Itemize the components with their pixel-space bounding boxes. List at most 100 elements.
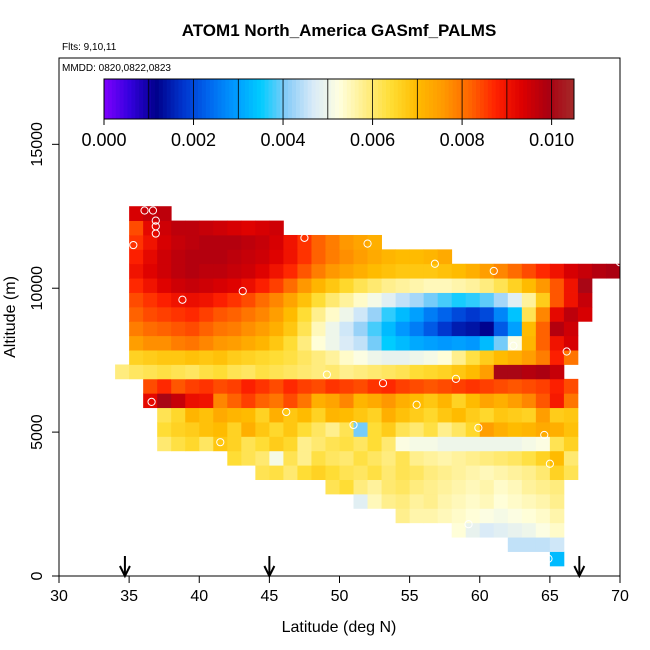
heatmap-cell bbox=[465, 436, 481, 452]
heatmap-cell bbox=[325, 378, 340, 394]
colorbar-swatch bbox=[401, 79, 407, 119]
heatmap-cell bbox=[199, 321, 214, 337]
colorbar-swatch bbox=[123, 79, 128, 119]
heatmap-cell bbox=[395, 278, 411, 293]
heatmap-cell bbox=[199, 378, 214, 394]
heatmap-cell bbox=[283, 364, 298, 380]
sample-point bbox=[489, 266, 498, 276]
sample-point bbox=[474, 423, 483, 432]
heatmap-cell bbox=[241, 249, 256, 265]
heatmap-cell bbox=[241, 234, 256, 250]
colorbar-swatch bbox=[425, 79, 430, 119]
heatmap-cell bbox=[297, 350, 312, 365]
x-tick-label: 55 bbox=[401, 588, 419, 605]
heatmap-cell bbox=[507, 350, 523, 365]
colorbar-swatch bbox=[147, 79, 152, 119]
heatmap-cell bbox=[493, 350, 509, 365]
heatmap-cell bbox=[535, 278, 551, 293]
heatmap-cell bbox=[283, 234, 298, 250]
heatmap-cell bbox=[451, 306, 467, 322]
heatmap-cell bbox=[437, 249, 453, 265]
heatmap-cell bbox=[157, 220, 172, 236]
heatmap-cell bbox=[381, 436, 396, 452]
heatmap-cell bbox=[507, 407, 523, 423]
heatmap-cell bbox=[269, 263, 284, 279]
heatmap-cell bbox=[507, 465, 523, 480]
colorbar-swatch bbox=[307, 79, 313, 119]
heatmap-cell bbox=[185, 436, 200, 452]
heatmap-cell bbox=[227, 436, 242, 452]
heatmap-cell bbox=[367, 350, 382, 365]
heatmap-cell bbox=[493, 378, 509, 394]
heatmap-cell bbox=[479, 350, 495, 365]
sample-point bbox=[147, 397, 156, 406]
heatmap-cell bbox=[227, 249, 242, 265]
colorbar-swatch bbox=[143, 79, 148, 119]
heatmap-cell bbox=[549, 278, 565, 293]
heatmap-cell bbox=[493, 292, 509, 308]
heatmap-cell bbox=[269, 306, 284, 322]
heatmap-cell bbox=[241, 378, 256, 394]
heatmap-cell bbox=[465, 292, 481, 308]
heatmap-cell bbox=[255, 249, 270, 265]
colorbar-swatch bbox=[154, 79, 160, 119]
colorbar-swatch bbox=[194, 79, 199, 119]
heatmap-cell bbox=[255, 220, 270, 236]
heatmap-cell bbox=[353, 422, 368, 437]
colorbar-swatch bbox=[358, 79, 363, 119]
colorbar-swatch bbox=[440, 79, 446, 119]
heatmap-cell bbox=[157, 350, 172, 365]
heatmap-cell bbox=[549, 436, 565, 452]
x-tick-label: 45 bbox=[260, 588, 278, 605]
colorbar-swatch bbox=[217, 79, 222, 119]
heatmap-cell bbox=[143, 378, 158, 394]
heatmap-cell bbox=[493, 465, 509, 480]
heatmap-cell bbox=[255, 292, 270, 308]
heatmap-cell bbox=[353, 378, 368, 394]
colorbar-swatch bbox=[546, 79, 551, 119]
colorbar-swatch bbox=[201, 79, 207, 119]
heatmap-cell bbox=[325, 234, 340, 250]
arrow-head bbox=[263, 565, 276, 579]
heatmap-cell bbox=[381, 493, 396, 509]
colorbar-swatch bbox=[268, 79, 273, 119]
colorbar-swatch bbox=[178, 79, 183, 119]
heatmap-cell bbox=[423, 450, 439, 466]
colorbar-swatch bbox=[303, 79, 309, 119]
heatmap-cell bbox=[129, 321, 144, 337]
heatmap-cell bbox=[269, 249, 284, 265]
heatmap-cell bbox=[143, 263, 158, 279]
y-axis: 0 5000 10000 15000 bbox=[29, 122, 59, 580]
heatmap-cell bbox=[437, 378, 453, 394]
heatmap-cell bbox=[255, 393, 270, 409]
sample-point bbox=[509, 341, 518, 350]
colorbar-swatch bbox=[468, 79, 473, 119]
colorbar-swatch bbox=[174, 79, 179, 119]
heatmap-cell bbox=[269, 364, 284, 380]
colorbar-swatch bbox=[386, 79, 391, 119]
heatmap-cell bbox=[325, 321, 340, 337]
heatmap-cell bbox=[353, 350, 368, 365]
heatmap-cell bbox=[311, 407, 326, 423]
colorbar-swatch bbox=[562, 79, 567, 119]
heatmap-cell bbox=[353, 321, 368, 337]
heatmap-cell bbox=[563, 263, 579, 279]
heatmap-cell bbox=[437, 450, 453, 466]
heatmap-cell bbox=[255, 407, 270, 423]
heatmap-cell bbox=[507, 436, 523, 452]
heatmap-cell bbox=[157, 278, 172, 293]
heatmap-cell bbox=[227, 350, 242, 365]
y-axis-label: Altitude (m) bbox=[2, 276, 19, 358]
heatmap-cell bbox=[479, 335, 495, 351]
heatmap-cell bbox=[297, 465, 312, 480]
heatmap-cell bbox=[269, 378, 284, 394]
heatmap-cell bbox=[325, 249, 340, 265]
heatmap-cell bbox=[493, 422, 509, 437]
sample-point bbox=[238, 287, 247, 296]
heatmap-cell bbox=[381, 422, 396, 437]
heatmap-cell bbox=[535, 350, 551, 365]
heatmap-cell bbox=[283, 450, 298, 466]
heatmap-cell bbox=[535, 522, 551, 538]
heatmap-cell bbox=[409, 364, 425, 380]
heatmap-cell bbox=[367, 393, 382, 409]
